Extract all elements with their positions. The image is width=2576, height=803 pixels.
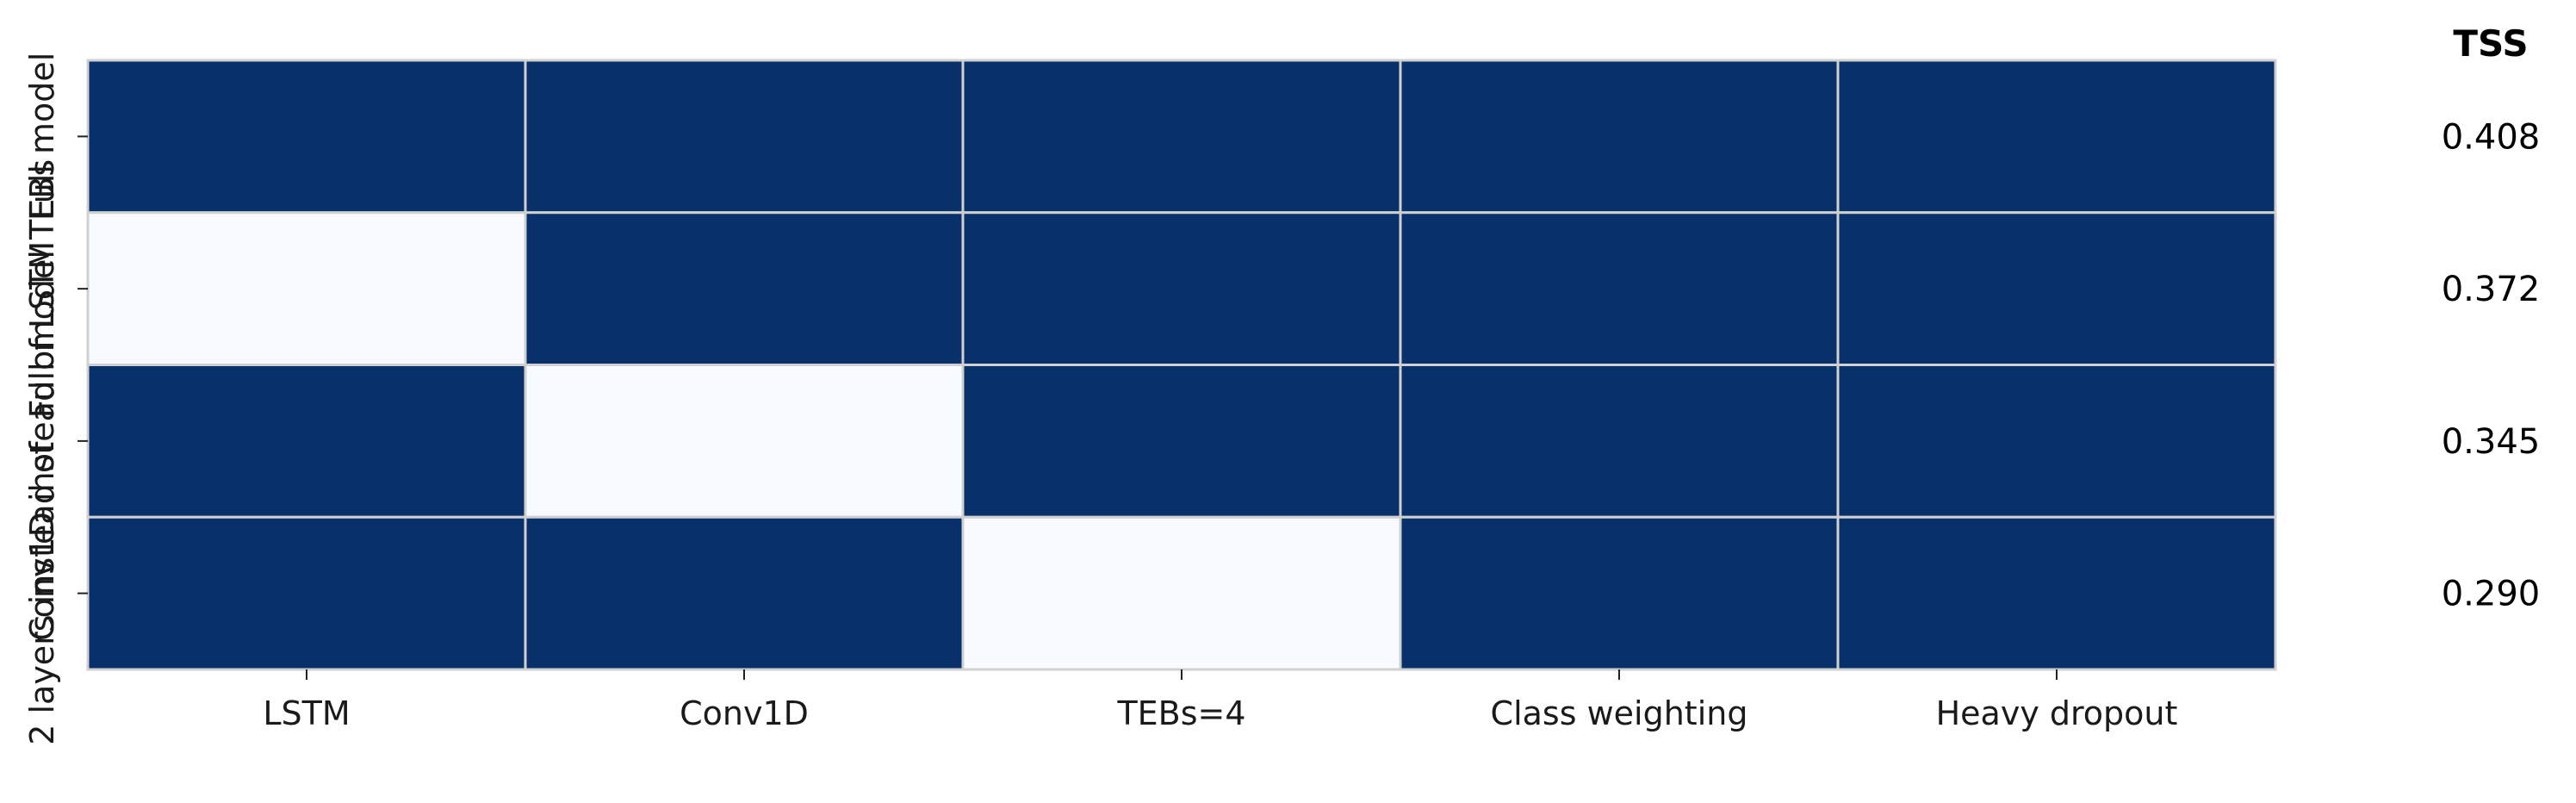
heatmap-cell-r1-c0 xyxy=(86,211,527,366)
heatmap-cell-r1-c3 xyxy=(1399,211,1840,366)
x-tick-label: LSTM xyxy=(263,694,350,732)
heatmap-cell-r0-c2 xyxy=(961,59,1402,215)
tss-value: 0.290 xyxy=(2442,575,2541,614)
heatmap-cell-r2-c0 xyxy=(86,364,527,519)
heatmap-cell-r3-c0 xyxy=(86,515,527,671)
heatmap-cell-r3-c1 xyxy=(524,515,965,671)
heatmap-cell-r0-c4 xyxy=(1836,59,2277,215)
heatmap-cell-r2-c4 xyxy=(1836,364,2277,519)
heatmap-cell-r3-c4 xyxy=(1836,515,2277,671)
heatmap-cell-r2-c3 xyxy=(1399,364,1840,519)
heatmap-cell-r0-c0 xyxy=(86,59,527,215)
y-tick-label: 2 layers instead of xyxy=(23,440,61,745)
heatmap-cell-r2-c2 xyxy=(961,364,1402,519)
tss-values: 0.408 0.372 0.345 0.290 xyxy=(2442,117,2541,613)
heatmap-cell-r2-c1 xyxy=(524,364,965,519)
heatmap-cell-r0-c3 xyxy=(1399,59,1840,215)
x-tick-label: Conv1D xyxy=(680,694,809,732)
x-tick-label: TEBs=4 xyxy=(1116,694,1245,732)
heatmap-cell-r0-c1 xyxy=(524,59,965,215)
tss-value: 0.372 xyxy=(2442,270,2541,309)
heatmap-cell-r1-c1 xyxy=(524,211,965,366)
x-tick-label: Class weighting xyxy=(1491,694,1748,732)
x-tick-label: Heavy dropout xyxy=(1936,694,2178,732)
tss-value: 0.345 xyxy=(2442,422,2541,462)
tss-header: TSS xyxy=(2453,22,2528,65)
y-tick-label: Full model TEBs xyxy=(23,159,61,419)
tss-value: 0.408 xyxy=(2442,117,2541,157)
y-tick-label: Conv1D instead of LSTM xyxy=(23,241,61,641)
heatmap-cell-r1-c4 xyxy=(1836,211,2277,366)
y-axis-ticks xyxy=(78,135,88,594)
heatmap-cells xyxy=(86,59,2277,671)
heatmap-cell-r3-c3 xyxy=(1399,515,1840,671)
heatmap-cell-r1-c2 xyxy=(961,211,1402,366)
x-axis-ticks: LSTM Conv1D TEBs=4 Class weighting Heavy dro… xyxy=(263,669,2177,732)
heatmap-cell-r3-c2 xyxy=(961,515,1402,671)
y-tick-label: Full model xyxy=(23,53,61,221)
